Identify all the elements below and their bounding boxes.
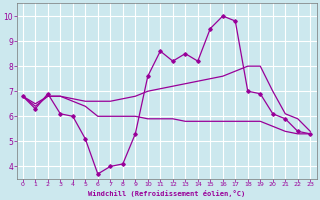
- X-axis label: Windchill (Refroidissement éolien,°C): Windchill (Refroidissement éolien,°C): [88, 190, 245, 197]
